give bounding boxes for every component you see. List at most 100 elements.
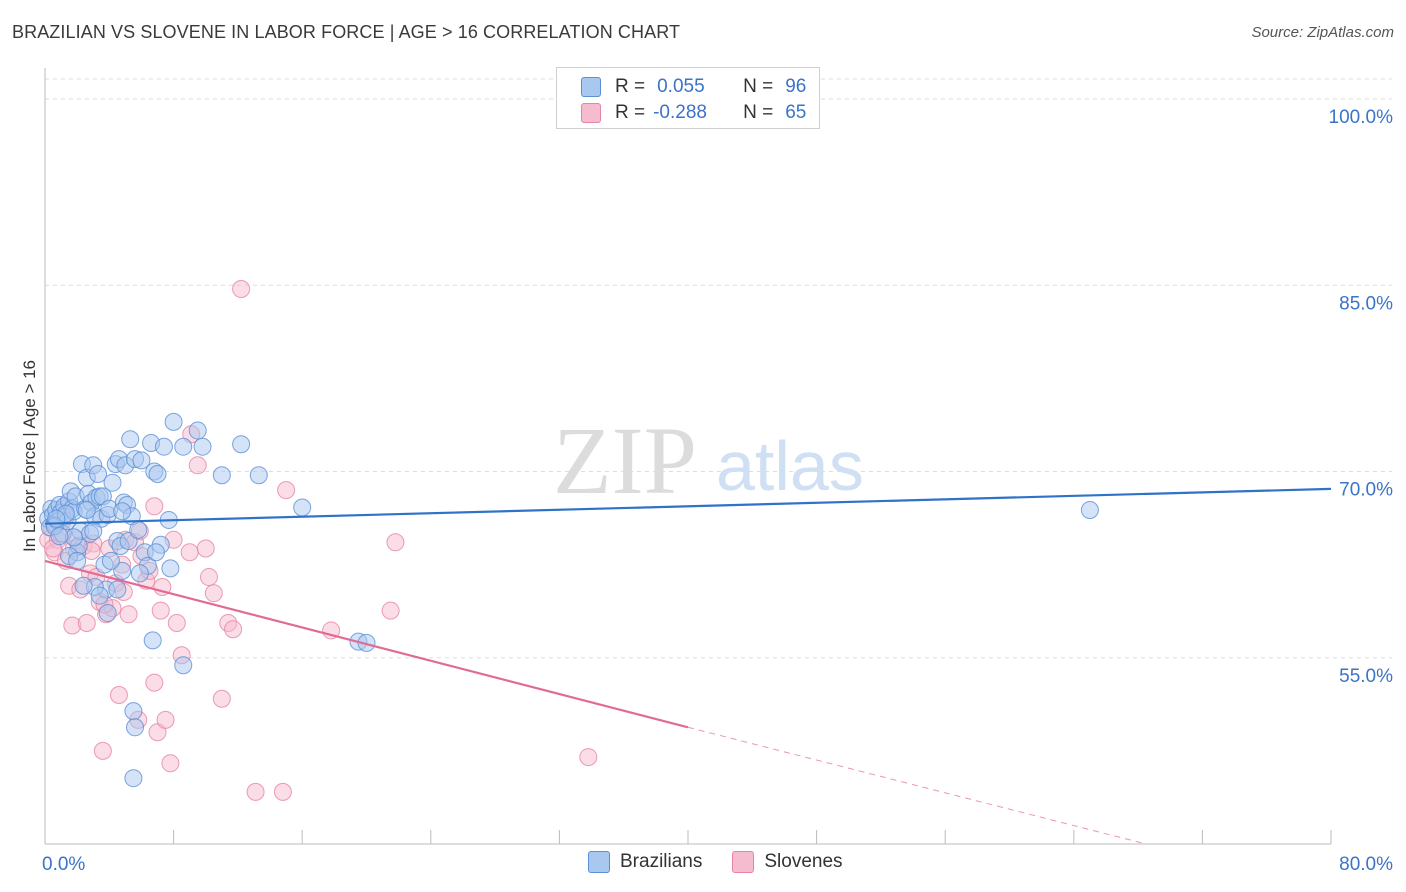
slovenes-point (167, 613, 186, 632)
series-legend: Brazilians Slovenes (588, 851, 873, 873)
x-tick-label: 80.0% (1339, 854, 1393, 875)
brazilians-point (124, 769, 143, 788)
brazilians-point (293, 498, 312, 517)
brazilians-point (47, 509, 66, 528)
slovenes-point (145, 673, 164, 692)
brazilians-point (212, 466, 231, 485)
brazilians-point (129, 520, 148, 539)
brazilians-point (77, 501, 96, 520)
brazilians-point (90, 586, 109, 605)
n-value: 96 (785, 76, 807, 97)
slovenes-point (199, 568, 218, 587)
slovenes-point (273, 782, 292, 801)
brazilians-point (164, 412, 183, 431)
brazilians-point (84, 522, 103, 541)
slovenes-point (156, 710, 175, 729)
r-label: R = (615, 76, 646, 97)
slovenes-point (232, 280, 251, 299)
slovenes-point (151, 601, 170, 620)
brazilians-point (174, 656, 193, 675)
slovenes-point (579, 748, 598, 767)
stats-legend: R = 0.055 N = 96 R = -0.288 N = 65 (556, 67, 820, 129)
grid-lines (45, 78, 1392, 659)
brazilians-point (143, 631, 162, 650)
stats-legend-row-slovenes: R = -0.288 N = 65 (581, 101, 806, 125)
stats-legend-row-brazilians: R = 0.055 N = 96 (581, 75, 806, 99)
brazilians-point (146, 543, 165, 562)
n-label: N = (743, 76, 774, 97)
slovenes-point (188, 456, 207, 475)
brazilians-point (113, 561, 132, 580)
y-tick-label: 70.0% (1339, 480, 1393, 501)
brazilians-point (130, 564, 149, 583)
y-tick-label: 85.0% (1339, 293, 1393, 314)
slovenes-point (109, 686, 128, 705)
watermark: ZIP atlas (553, 407, 864, 514)
legend-label-slovenes: Slovenes (764, 851, 843, 872)
slovenes-point (119, 605, 138, 624)
brazilians-point (1080, 501, 1099, 520)
slovenes-point (93, 741, 112, 760)
x-tick-label: 0.0% (42, 854, 85, 875)
brazilians-point (121, 430, 140, 449)
tick-labels: 100.0% 85.0% 70.0% 55.0% 0.0% 80.0% (42, 107, 1393, 875)
brazilians-point (132, 451, 151, 470)
brazilians-legend-swatch (588, 851, 610, 873)
slovenes-point (204, 584, 223, 603)
r-value: 0.055 (657, 76, 705, 97)
slovenes-point (77, 613, 96, 632)
chart-title: BRAZILIAN VS SLOVENE IN LABOR FORCE | AG… (12, 22, 681, 42)
slovenes-swatch (581, 103, 601, 123)
legend-item-slovenes[interactable]: Slovenes (732, 851, 843, 873)
y-tick-label: 100.0% (1329, 107, 1394, 128)
brazilians-point (148, 465, 167, 484)
slovenes-point (277, 481, 296, 500)
brazilians-point (174, 437, 193, 456)
legend-item-brazilians[interactable]: Brazilians (588, 851, 702, 873)
brazilians-point (101, 551, 120, 570)
brazilians-point (188, 421, 207, 440)
slovenes-point (161, 754, 180, 773)
watermark-atlas: atlas (716, 427, 864, 505)
slovenes-point (386, 533, 405, 552)
slovenes-legend-swatch (732, 851, 755, 873)
brazilians-swatch (581, 77, 601, 97)
brazilians-point (154, 437, 173, 456)
slovenes-point (212, 689, 231, 708)
brazilians-trend-line (44, 487, 1332, 525)
brazilians-point (74, 576, 93, 595)
y-tick-label: 55.0% (1339, 666, 1393, 687)
y-axis-label: In Labor Force | Age > 16 (20, 360, 39, 552)
trend-lines (44, 487, 1332, 845)
brazilians-point (103, 473, 122, 492)
brazilians-point (89, 465, 108, 484)
brazilians-point (124, 702, 143, 721)
slovenes-trend-extension (687, 726, 1147, 845)
brazilians-point (108, 580, 127, 599)
brazilians-point (113, 502, 132, 521)
brazilians-point (126, 718, 145, 737)
brazilians-point (161, 559, 180, 578)
slovenes-point (180, 543, 199, 562)
r-label: R = (615, 102, 646, 123)
legend-label-brazilians: Brazilians (620, 851, 703, 872)
slovenes-point (224, 620, 243, 639)
slovenes-point (145, 497, 164, 516)
slovenes-point (196, 539, 215, 558)
slovenes-trend-line (44, 559, 689, 729)
n-value: 65 (785, 102, 807, 123)
source-label: Source: ZipAtlas.com (1251, 24, 1394, 41)
brazilians-point (249, 466, 268, 485)
brazilians-point (50, 527, 69, 546)
slovenes-point (246, 782, 265, 801)
watermark-zip: ZIP (553, 407, 697, 514)
r-value: -0.288 (653, 102, 707, 123)
brazilians-point (98, 604, 117, 623)
brazilians-point (193, 437, 212, 456)
slovenes-point (381, 601, 400, 620)
n-label: N = (743, 102, 774, 123)
axes (44, 68, 1332, 845)
series-brazilians-points (39, 412, 1099, 788)
brazilians-point (232, 435, 251, 454)
